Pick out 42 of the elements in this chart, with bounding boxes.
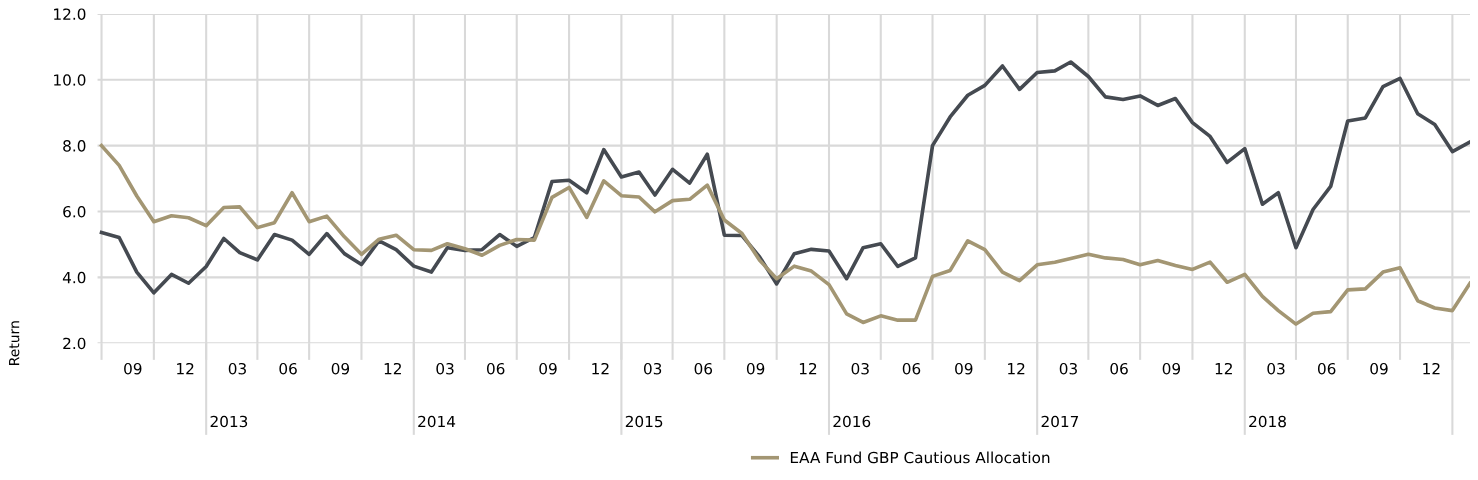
line-series xyxy=(99,60,1471,295)
x-tick-label: 06 xyxy=(279,362,297,375)
x-tick-label: 03 xyxy=(436,362,454,375)
x-tick-label: 06 xyxy=(486,362,505,375)
x-tick-label: 09 xyxy=(1370,362,1388,375)
x-tick-label: 03 xyxy=(1267,362,1285,375)
x-tick-label: 09 xyxy=(124,362,142,375)
x-tick-label: 06 xyxy=(694,362,713,375)
x-tick-label: 12 xyxy=(384,362,401,375)
x2-tick-label: 2016 xyxy=(833,415,871,428)
x-tick-label: 03 xyxy=(1059,362,1077,375)
x-tick-label: 09 xyxy=(746,362,765,375)
x-tick-label: 06 xyxy=(1317,362,1336,375)
x-tick-label: 12 xyxy=(1423,362,1440,375)
x-tick-label: 12 xyxy=(1215,362,1232,375)
x-tick-label: 12 xyxy=(1008,362,1025,375)
y-tick-label: 10.0 xyxy=(54,74,86,86)
x-tick-label: 03 xyxy=(228,362,246,375)
x-tick-label: 06 xyxy=(902,362,921,375)
x-tick-label: 09 xyxy=(331,362,350,375)
x-tick-label: 12 xyxy=(799,362,817,375)
x2-tick-label: 2018 xyxy=(1249,415,1286,428)
x2-tick-label: 2014 xyxy=(418,415,456,428)
x-tick-label: 09 xyxy=(1162,362,1181,375)
y-tick-label: 6.0 xyxy=(63,205,86,218)
y-tick-label: 8.0 xyxy=(63,140,86,152)
y-axis-title: Return xyxy=(9,321,20,365)
x2-tick-label: 2013 xyxy=(210,415,248,428)
x-tick-label: 03 xyxy=(643,362,662,375)
x-tick-label: 09 xyxy=(539,362,557,375)
x-tick-label: 12 xyxy=(177,362,194,375)
x2-tick-label: 2017 xyxy=(1041,415,1079,428)
x-tick-label: 09 xyxy=(955,362,973,375)
line-series xyxy=(99,143,1471,326)
legend-label: EAA Fund GBP Cautious Allocation xyxy=(790,451,1050,464)
x-tick-label: 06 xyxy=(1110,362,1128,375)
x-tick-label: 12 xyxy=(592,362,609,375)
y-tick-label: 12.0 xyxy=(54,8,86,20)
x2-tick-label: 2015 xyxy=(625,415,663,428)
y-tick-label: 4.0 xyxy=(62,271,86,284)
y-tick-label: 2.0 xyxy=(63,337,86,350)
x-tick-label: 03 xyxy=(851,362,869,375)
